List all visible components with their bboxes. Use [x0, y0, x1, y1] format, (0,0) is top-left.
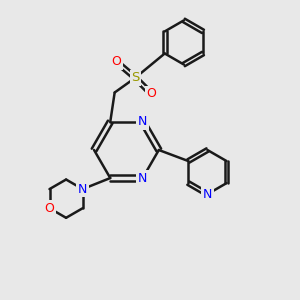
- Text: N: N: [138, 116, 147, 128]
- Text: N: N: [138, 172, 147, 184]
- Text: O: O: [45, 202, 54, 215]
- Text: S: S: [131, 71, 140, 84]
- Text: O: O: [111, 55, 121, 68]
- Text: N: N: [203, 188, 212, 201]
- Text: N: N: [78, 183, 87, 196]
- Text: O: O: [146, 88, 156, 100]
